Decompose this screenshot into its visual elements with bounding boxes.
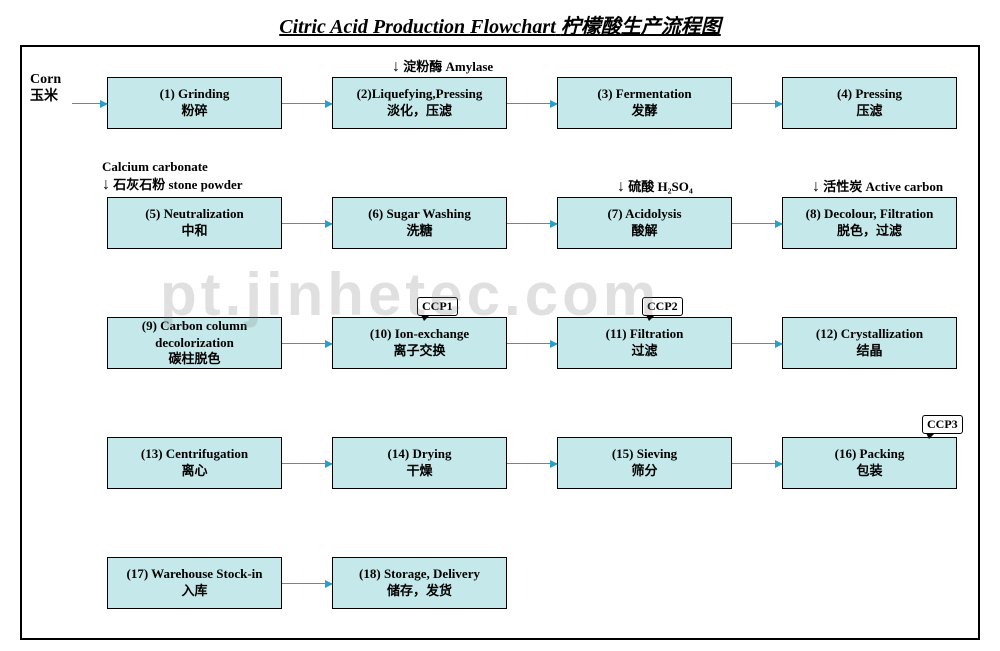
input-label: ↓ 硫酸 H₂SO₄	[617, 177, 693, 196]
chart-title: Citric Acid Production Flowchart 柠檬酸生产流程…	[0, 0, 1000, 45]
node-label-zh: 储存，发货	[387, 583, 452, 600]
node-label-zh: 中和	[181, 223, 207, 240]
input-label: ↓ 淀粉酶 Amylase	[392, 57, 493, 76]
flow-node-n9: (9) Carbon column decolorization碳柱脱色	[107, 317, 282, 369]
flow-arrow	[507, 343, 557, 344]
node-label-en: (7) Acidolysis	[607, 206, 681, 223]
flow-arrow	[282, 223, 332, 224]
flow-node-n13: (13) Centrifugation离心	[107, 437, 282, 489]
flow-arrow	[507, 103, 557, 104]
node-label-zh: 包装	[856, 463, 882, 480]
node-label-zh: 离子交换	[393, 343, 445, 360]
node-label-en: (2)Liquefying,Pressing	[357, 86, 483, 103]
node-label-en: (8) Decolour, Filtration	[806, 206, 934, 223]
node-label-en: (14) Drying	[388, 446, 452, 463]
node-label-zh: 酸解	[631, 223, 657, 240]
node-label-zh: 碳柱脱色	[168, 351, 220, 368]
flow-arrow	[507, 463, 557, 464]
node-label-en: (4) Pressing	[837, 86, 902, 103]
flow-arrow	[282, 463, 332, 464]
ccp-label: CCP1	[417, 297, 458, 316]
node-label-en: (11) Filtration	[606, 326, 684, 343]
node-label-zh: 淡化，压滤	[387, 103, 452, 120]
node-label-zh: 发酵	[631, 103, 657, 120]
flow-node-n3: (3) Fermentation发酵	[557, 77, 732, 129]
node-label-en: (1) Grinding	[160, 86, 230, 103]
node-label-en: (10) Ion-exchange	[370, 326, 469, 343]
flow-node-n7: (7) Acidolysis酸解	[557, 197, 732, 249]
flow-node-n11: (11) Filtration过滤	[557, 317, 732, 369]
flow-arrow	[732, 343, 782, 344]
node-label-zh: 洗糖	[406, 223, 432, 240]
ccp-label: CCP3	[922, 415, 963, 434]
ccp-label: CCP2	[642, 297, 683, 316]
node-label-en: (9) Carbon column decolorization	[108, 318, 281, 352]
node-label-zh: 离心	[181, 463, 207, 480]
node-label-zh: 压滤	[856, 103, 882, 120]
flow-node-n6: (6) Sugar Washing洗糖	[332, 197, 507, 249]
node-label-en: (16) Packing	[835, 446, 905, 463]
flow-node-n2: (2)Liquefying,Pressing淡化，压滤	[332, 77, 507, 129]
flow-node-n5: (5) Neutralization中和	[107, 197, 282, 249]
flow-node-n4: (4) Pressing压滤	[782, 77, 957, 129]
flow-node-n1: (1) Grinding粉碎	[107, 77, 282, 129]
node-label-en: (13) Centrifugation	[141, 446, 248, 463]
flow-node-n12: (12) Crystallization结晶	[782, 317, 957, 369]
node-label-zh: 筛分	[631, 463, 657, 480]
flow-arrow	[507, 223, 557, 224]
node-label-zh: 结晶	[856, 343, 882, 360]
flow-arrow	[282, 583, 332, 584]
node-label-en: (17) Warehouse Stock-in	[126, 566, 262, 583]
flowchart-canvas: (1) Grinding粉碎 (2)Liquefying,Pressing淡化，压…	[20, 45, 980, 640]
flow-node-n14: (14) Drying干燥	[332, 437, 507, 489]
node-label-en: (12) Crystallization	[816, 326, 923, 343]
flow-node-n10: (10) Ion-exchange离子交换	[332, 317, 507, 369]
node-label-en: (18) Storage, Delivery	[359, 566, 480, 583]
node-label-zh: 粉碎	[181, 103, 207, 120]
node-label-en: (3) Fermentation	[597, 86, 691, 103]
flow-arrow	[282, 103, 332, 104]
node-label-zh: 脱色，过滤	[837, 223, 902, 240]
flow-node-n18: (18) Storage, Delivery储存，发货	[332, 557, 507, 609]
input-label: ↓ 活性炭 Active carbon	[812, 177, 943, 196]
flow-node-n17: (17) Warehouse Stock-in入库	[107, 557, 282, 609]
title-en: Citric Acid Production Flowchart	[279, 16, 556, 38]
node-label-zh: 入库	[181, 583, 207, 600]
flow-arrow	[732, 463, 782, 464]
flow-arrow	[282, 343, 332, 344]
input-label: Calcium carbonate↓ 石灰石粉 stone powder	[102, 159, 243, 194]
flow-arrow	[732, 223, 782, 224]
input-label: Corn玉米	[30, 72, 61, 106]
flow-node-n15: (15) Sieving筛分	[557, 437, 732, 489]
flow-node-n8: (8) Decolour, Filtration脱色，过滤	[782, 197, 957, 249]
flow-arrow	[732, 103, 782, 104]
node-label-en: (6) Sugar Washing	[368, 206, 471, 223]
flow-node-n16: (16) Packing包装	[782, 437, 957, 489]
node-label-zh: 过滤	[631, 343, 657, 360]
node-label-en: (5) Neutralization	[145, 206, 244, 223]
flow-arrow	[72, 103, 107, 104]
title-zh: 柠檬酸生产流程图	[561, 16, 721, 38]
node-label-en: (15) Sieving	[612, 446, 677, 463]
node-label-zh: 干燥	[406, 463, 432, 480]
